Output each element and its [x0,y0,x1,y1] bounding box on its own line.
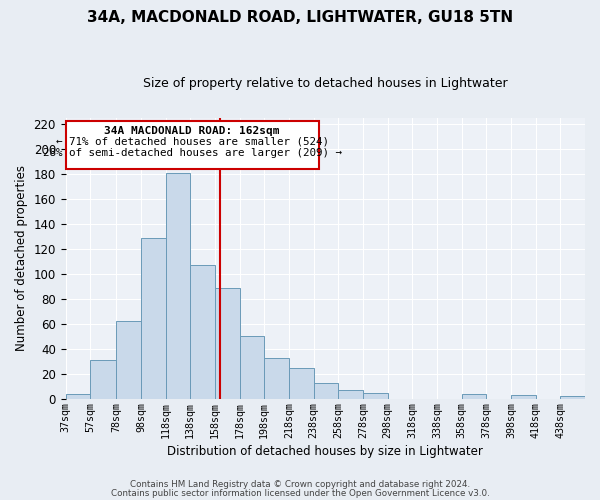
Bar [239,336,264,399]
Bar [91,360,116,399]
Bar [511,395,536,399]
Bar [65,394,91,399]
Bar [215,288,239,399]
Y-axis label: Number of detached properties: Number of detached properties [15,166,28,352]
Text: Contains HM Land Registry data © Crown copyright and database right 2024.: Contains HM Land Registry data © Crown c… [130,480,470,489]
Bar [141,238,166,399]
Title: Size of property relative to detached houses in Lightwater: Size of property relative to detached ho… [143,78,508,90]
Text: Contains public sector information licensed under the Open Government Licence v3: Contains public sector information licen… [110,489,490,498]
Bar [314,382,338,399]
Bar [338,390,363,399]
Bar [289,368,314,399]
Bar [363,392,388,399]
Text: 28% of semi-detached houses are larger (209) →: 28% of semi-detached houses are larger (… [43,148,341,158]
Text: ← 71% of detached houses are smaller (524): ← 71% of detached houses are smaller (52… [56,137,329,147]
Text: 34A, MACDONALD ROAD, LIGHTWATER, GU18 5TN: 34A, MACDONALD ROAD, LIGHTWATER, GU18 5T… [87,10,513,25]
Bar [560,396,585,399]
Bar [461,394,487,399]
FancyBboxPatch shape [65,120,319,169]
Bar [166,173,190,399]
X-axis label: Distribution of detached houses by size in Lightwater: Distribution of detached houses by size … [167,444,483,458]
Bar [264,358,289,399]
Bar [190,266,215,399]
Text: 34A MACDONALD ROAD: 162sqm: 34A MACDONALD ROAD: 162sqm [104,126,280,136]
Bar [116,322,141,399]
